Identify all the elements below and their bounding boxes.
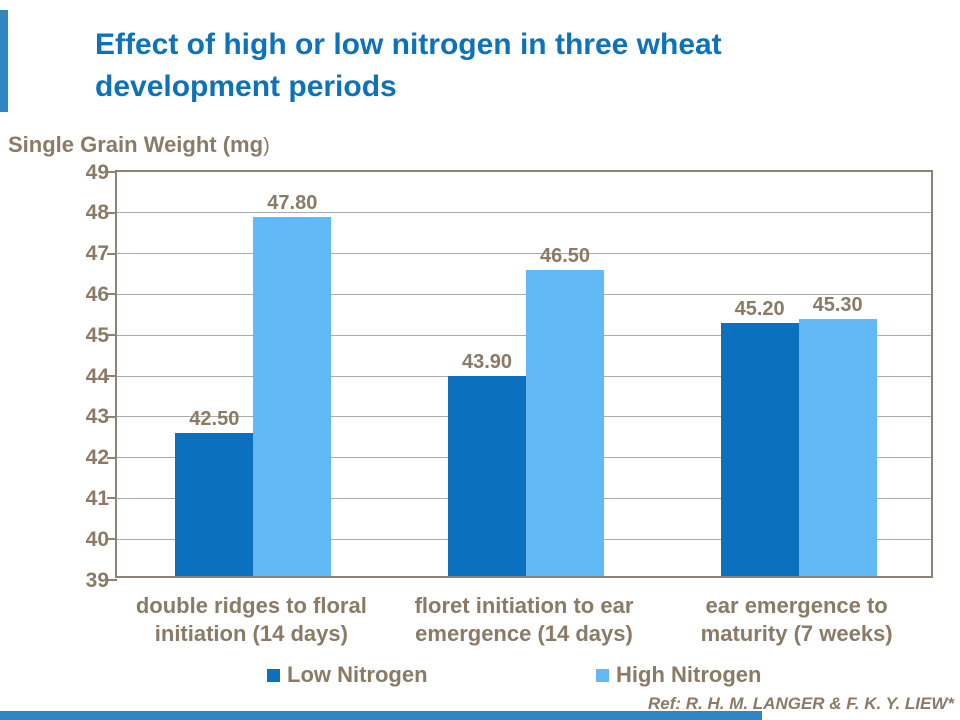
y-tick-label: 39 (85, 568, 109, 592)
bar-low-nitrogen (720, 323, 799, 576)
y-axis-tick (107, 579, 117, 581)
y-tick-label: 42 (85, 446, 109, 470)
reference-note: Ref: R. H. M. LANGER & F. K. Y. LIEW* (647, 694, 954, 713)
high-nitrogen-swatch-icon (596, 668, 609, 682)
y-axis-tick (107, 538, 117, 541)
y-tick-label: 49 (85, 160, 109, 184)
x-category-labels: double ridges to floral initiation (14 d… (115, 592, 933, 652)
bottom-accent-bar (0, 711, 762, 720)
category-label: ear emergence to maturity (7 weeks) (700, 593, 893, 646)
y-axis-tick (107, 415, 117, 418)
page-title-line2: development periods (95, 70, 397, 103)
bar-value-label: 45.20 (734, 298, 785, 321)
plot-area: 39 40 41 42 43 44 45 46 47 48 49 42.50 43.90 45.20 47.… (86, 162, 933, 591)
y-tick-label: 43 (85, 405, 109, 429)
bar-high-nitrogen (253, 216, 332, 576)
y-tick-label: 45 (85, 323, 109, 347)
y-axis-title-text: Single Grain Weight (mg (8, 132, 264, 157)
y-axis-tick (107, 334, 117, 337)
y-tick-label: 47 (85, 242, 109, 266)
legend-label: High Nitrogen (616, 662, 762, 687)
y-tick-label: 46 (85, 282, 109, 306)
bar-value-label: 42.50 (189, 408, 240, 431)
y-axis-tick (107, 293, 117, 296)
legend-item-low-nitrogen: Low Nitrogen (267, 662, 428, 688)
gridline (117, 293, 931, 295)
y-axis-tick (107, 375, 117, 377)
bar-value-label: 43.90 (461, 351, 513, 374)
low-nitrogen-swatch-icon (267, 668, 280, 682)
bar-value-label: 47.80 (267, 191, 318, 214)
legend-label: Low Nitrogen (287, 662, 428, 687)
gridline (117, 212, 931, 214)
y-axis-tick (107, 252, 117, 255)
page-title: Effect of high or low nitrogen in three … (95, 24, 835, 108)
gridline (117, 253, 931, 255)
left-accent-bar (0, 10, 8, 112)
gridline (117, 375, 931, 377)
legend-item-high-nitrogen: High Nitrogen (596, 662, 761, 688)
page-title-line1: Effect of high or low nitrogen in three … (95, 28, 722, 61)
y-axis-tick (107, 456, 117, 459)
y-tick-label: 48 (85, 201, 109, 225)
y-tick-label: 41 (85, 486, 109, 510)
y-axis-title-suffix: ) (263, 135, 270, 157)
bar-value-label: 46.50 (539, 245, 591, 267)
category-label: double ridges to floral initiation (14 d… (135, 593, 367, 646)
y-axis-title: Single Grain Weight (mg) (8, 132, 270, 158)
gridline (117, 334, 931, 336)
category-label: floret initiation to ear emergence (14 d… (414, 593, 634, 646)
y-axis-tick (107, 211, 117, 214)
y-axis-tick (107, 497, 117, 500)
bar-low-nitrogen (448, 376, 526, 576)
bar-low-nitrogen (175, 433, 254, 576)
bar-high-nitrogen (526, 270, 604, 576)
y-tick-label: 40 (85, 527, 109, 551)
y-tick-label: 44 (85, 364, 109, 388)
y-axis-tick (107, 171, 117, 173)
bar-value-label: 45.30 (812, 293, 863, 316)
bar-high-nitrogen (798, 318, 877, 576)
